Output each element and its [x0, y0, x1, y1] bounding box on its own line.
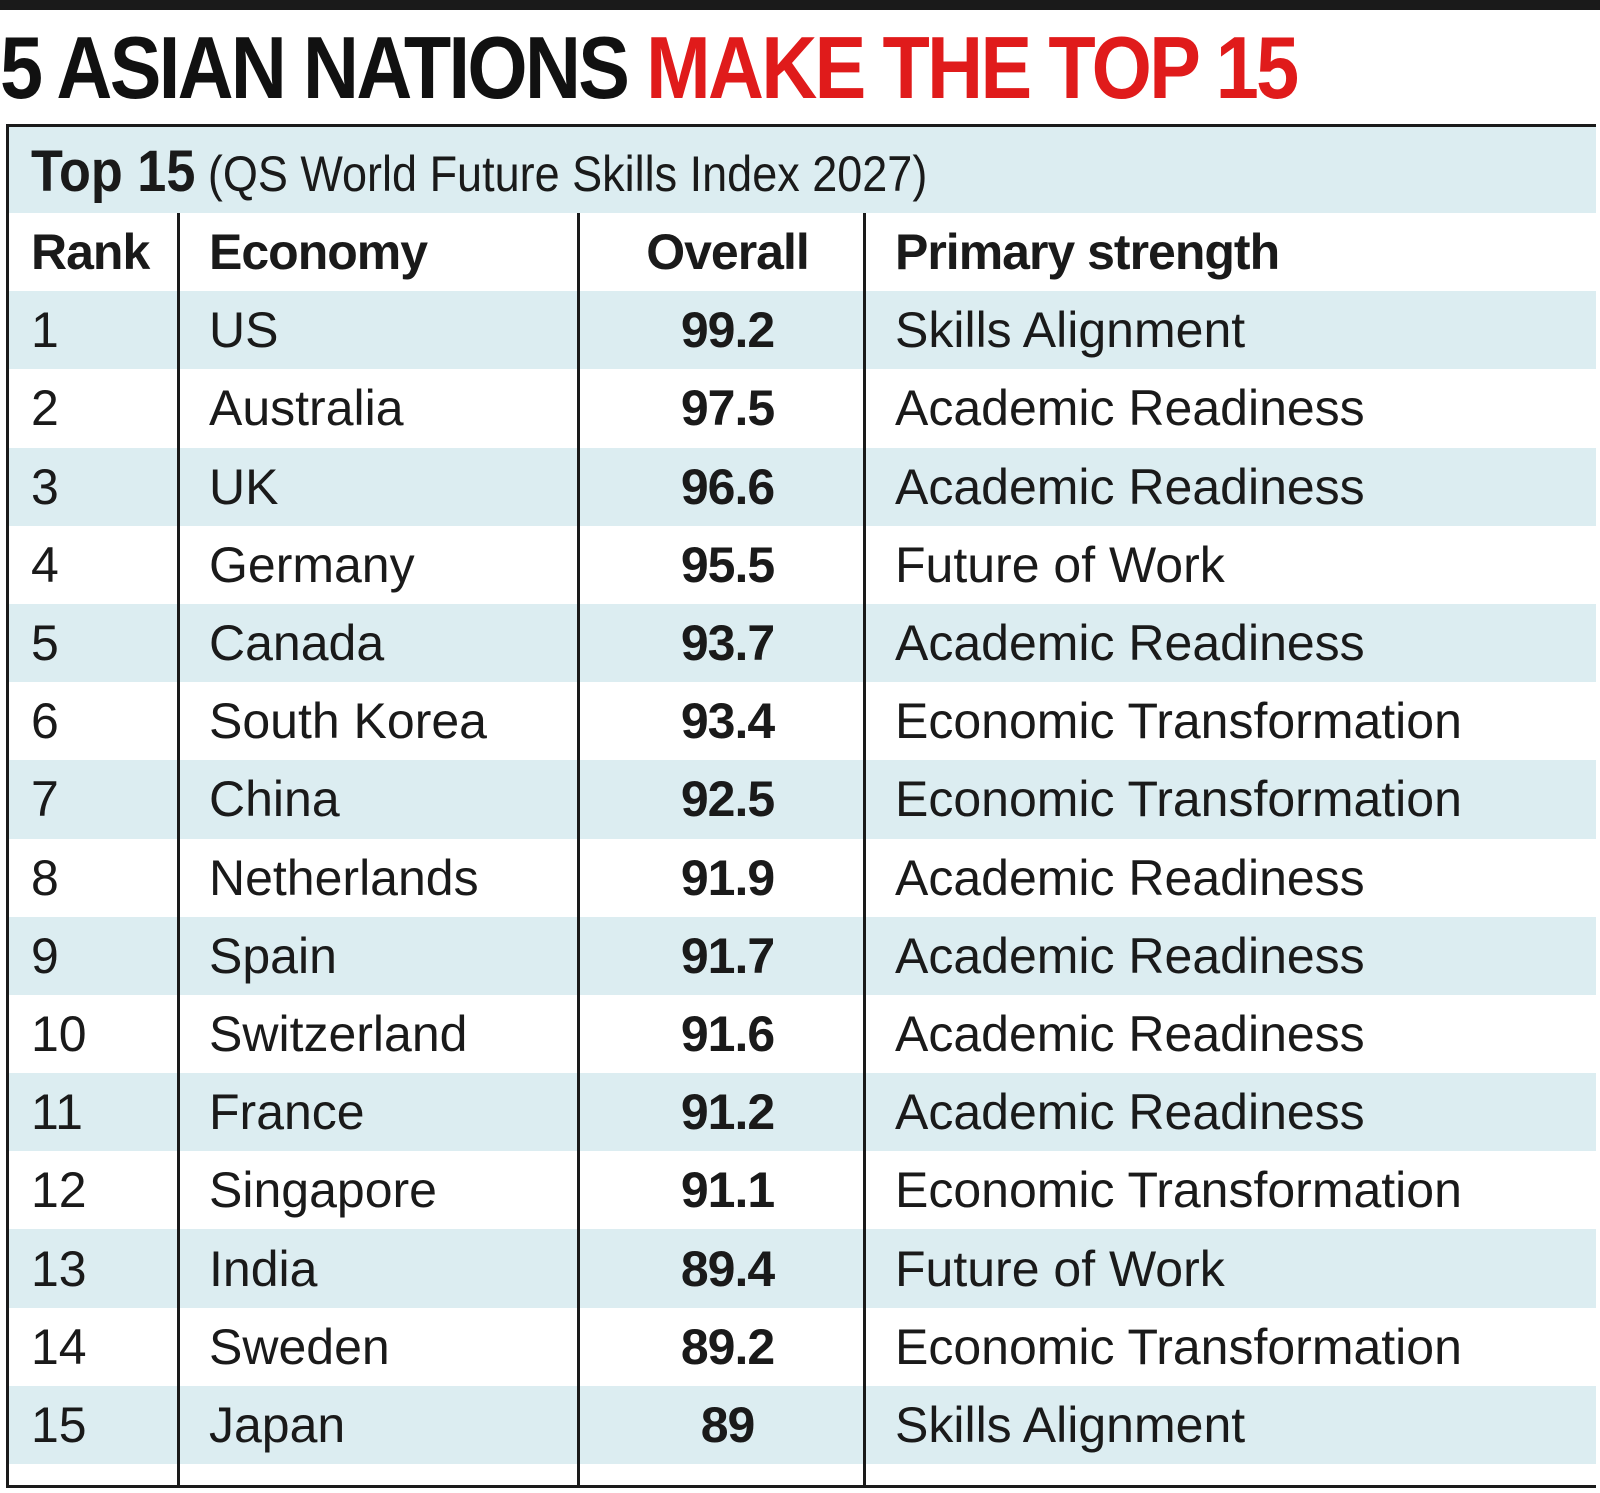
table-row: 15 Japan 89 Skills Alignment: [9, 1385, 1596, 1464]
rank-cell: 7: [31, 771, 59, 828]
table-row: 8 Netherlands 91.9 Academic Readiness: [9, 838, 1596, 917]
primary-strength-cell: Academic Readiness: [895, 615, 1365, 672]
economy-cell: Japan: [209, 1396, 346, 1453]
top-rule: [0, 0, 1600, 10]
headline-black-part: 5 ASIAN NATIONS: [0, 18, 647, 117]
overall-score-cell: 96.6: [680, 458, 775, 515]
rank-cell: 14: [31, 1318, 87, 1375]
table-row: 14 Sweden 89.2 Economic Transformation: [9, 1307, 1596, 1386]
rank-cell: 2: [31, 380, 59, 437]
overall-score-cell: 91.7: [680, 927, 775, 984]
ranking-table: Top 15 (QS World Future Skills Index 202…: [6, 124, 1596, 1488]
headline-red-part: MAKE THE TOP 15: [646, 18, 1299, 117]
primary-strength-cell: Economic Transformation: [895, 693, 1462, 750]
overall-score-cell: 92.5: [680, 771, 775, 828]
economy-cell: Germany: [209, 536, 415, 593]
overall-score-cell: 97.5: [680, 380, 775, 437]
primary-strength-cell: Skills Alignment: [895, 302, 1246, 359]
table-subtitle: Top 15 (QS World Future Skills Index 202…: [31, 135, 927, 209]
header-primary-strength: Primary strength: [895, 224, 1280, 281]
economy-cell: Sweden: [209, 1318, 390, 1375]
table-row: 12 Singapore 91.1 Economic Transformation: [9, 1151, 1596, 1230]
primary-strength-cell: Academic Readiness: [895, 1084, 1365, 1141]
rank-cell: 3: [31, 458, 59, 515]
header-economy: Economy: [209, 224, 428, 281]
column-divider: [863, 213, 866, 1485]
rank-cell: 5: [31, 615, 59, 672]
rank-cell: 1: [31, 302, 59, 359]
rank-cell: 8: [31, 849, 59, 906]
table-row: 4 Germany 95.5 Future of Work: [9, 525, 1596, 604]
overall-score-cell: 89.4: [680, 1240, 775, 1297]
primary-strength-cell: Economic Transformation: [895, 1162, 1462, 1219]
overall-score-cell: 93.7: [680, 615, 775, 672]
economy-cell: Australia: [209, 380, 404, 437]
overall-score-cell: 91.2: [680, 1084, 775, 1141]
table-row: 2 Australia 97.5 Academic Readiness: [9, 369, 1596, 448]
rank-cell: 12: [31, 1162, 87, 1219]
column-divider: [177, 213, 180, 1485]
rank-cell: 6: [31, 693, 59, 750]
overall-score-cell: 89: [700, 1396, 756, 1453]
header-overall: Overall: [646, 224, 810, 281]
table-row: 3 UK 96.6 Academic Readiness: [9, 447, 1596, 526]
primary-strength-cell: Future of Work: [895, 1240, 1225, 1297]
column-divider: [577, 213, 580, 1485]
economy-cell: India: [209, 1240, 318, 1297]
economy-cell: US: [209, 302, 279, 359]
table-row: 13 India 89.4 Future of Work: [9, 1229, 1596, 1308]
table-row: 9 Spain 91.7 Academic Readiness: [9, 916, 1596, 995]
economy-cell: Switzerland: [209, 1005, 468, 1062]
economy-cell: France: [209, 1084, 365, 1141]
rank-cell: 11: [31, 1084, 83, 1141]
rank-cell: 9: [31, 927, 59, 984]
rank-cell: 15: [31, 1396, 87, 1453]
primary-strength-cell: Economic Transformation: [895, 1318, 1462, 1375]
economy-cell: Spain: [209, 927, 337, 984]
rank-cell: 13: [31, 1240, 87, 1297]
rank-cell: 10: [31, 1005, 87, 1062]
table-subtitle-bold: Top 15: [31, 139, 196, 204]
header-rank: Rank: [31, 224, 150, 281]
economy-cell: Singapore: [209, 1162, 437, 1219]
primary-strength-cell: Future of Work: [895, 536, 1225, 593]
table-subtitle-band: Top 15 (QS World Future Skills Index 202…: [9, 127, 1596, 213]
primary-strength-cell: Skills Alignment: [895, 1396, 1246, 1453]
table-body: Rank Economy Overall Primary strength 1 U…: [9, 213, 1596, 1464]
economy-cell: China: [209, 771, 340, 828]
overall-score-cell: 91.6: [680, 1005, 775, 1062]
overall-score-cell: 89.2: [680, 1318, 775, 1375]
primary-strength-cell: Economic Transformation: [895, 771, 1462, 828]
table-header-row: Rank Economy Overall Primary strength: [9, 213, 1596, 292]
primary-strength-cell: Academic Readiness: [895, 380, 1365, 437]
economy-cell: Netherlands: [209, 849, 479, 906]
economy-cell: Canada: [209, 615, 385, 672]
table-row: 10 Switzerland 91.6 Academic Readiness: [9, 994, 1596, 1074]
overall-score-cell: 95.5: [680, 536, 775, 593]
overall-score-cell: 93.4: [680, 693, 775, 750]
table-row: 7 China 92.5 Economic Transformation: [9, 760, 1596, 839]
economy-cell: UK: [209, 458, 279, 515]
overall-score-cell: 91.1: [680, 1162, 775, 1219]
economy-cell: South Korea: [209, 693, 487, 750]
rank-cell: 4: [31, 536, 59, 593]
overall-score-cell: 91.9: [680, 849, 775, 906]
primary-strength-cell: Academic Readiness: [895, 849, 1365, 906]
table-row: 6 South Korea 93.4 Economic Transformation: [9, 682, 1596, 761]
table-row: 11 France 91.2 Academic Readiness: [9, 1073, 1596, 1152]
overall-score-cell: 99.2: [680, 302, 775, 359]
table-row: 5 Canada 93.7 Academic Readiness: [9, 603, 1596, 683]
table-subtitle-normal: (QS World Future Skills Index 2027): [207, 146, 928, 202]
primary-strength-cell: Academic Readiness: [895, 927, 1365, 984]
table-row: 1 US 99.2 Skills Alignment: [9, 291, 1596, 370]
headline: 5 ASIAN NATIONS MAKE THE TOP 15: [0, 18, 1408, 118]
primary-strength-cell: Academic Readiness: [895, 458, 1365, 515]
primary-strength-cell: Academic Readiness: [895, 1005, 1365, 1062]
